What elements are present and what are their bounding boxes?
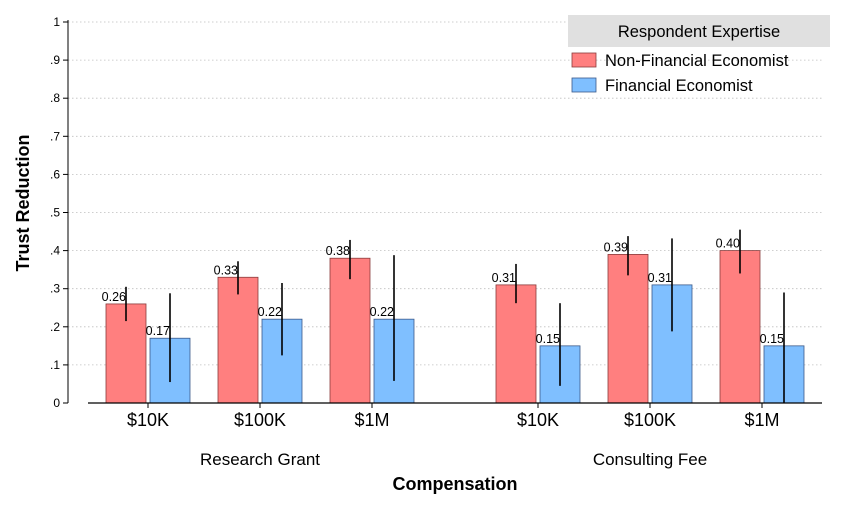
x-axis: $10K $100K $1M Research Grant $10K $100K $1M Co… [88,402,822,469]
y-tick-label: .4 [50,244,60,258]
legend-label-financial: Financial Economist [605,77,753,95]
x-tick-label: $100K [234,410,286,430]
y-axis: 0 .1 .2 .3 .4 .5 .6 .7 .8 .9 1 [50,15,69,410]
x-tick-label: $1M [354,410,389,430]
data-label: 0.31 [648,271,672,285]
group-label: Consulting Fee [593,450,707,469]
y-tick-label: .3 [50,282,60,296]
data-label: 0.31 [492,271,516,285]
data-label: 0.15 [760,332,784,346]
data-labels: 0.26 0.17 0.33 0.22 0.38 0.22 0.31 0.15 0.39 0.31… [102,237,784,346]
legend-swatch-financial [571,77,597,93]
x-tick-label: $10K [127,410,169,430]
data-label: 0.40 [716,237,740,251]
legend-title: Respondent Expertise [618,23,780,41]
data-label: 0.38 [326,244,350,258]
group-label: Research Grant [200,450,320,469]
data-label: 0.17 [146,324,170,338]
x-tick-label: $10K [517,410,559,430]
legend: Respondent Expertise Non-Financial Econo… [568,15,830,95]
y-tick-label: .5 [50,206,60,220]
y-tick-label: .6 [50,167,60,181]
bar-non-financial [217,276,259,404]
x-tick-label: $1M [744,410,779,430]
legend-swatch-non-financial [571,52,597,68]
data-label: 0.22 [370,305,394,319]
data-label: 0.22 [258,305,282,319]
y-tick-label: .9 [50,53,60,67]
bar-non-financial [495,284,537,404]
grid-lines [68,21,822,366]
bar-non-financial [719,250,761,404]
bars [105,250,805,404]
legend-title-background [568,15,830,47]
y-tick-label: .1 [50,358,60,372]
data-label: 0.39 [604,240,628,254]
bar-non-financial [329,257,371,404]
data-label: 0.33 [214,263,238,277]
y-axis-title: Trust Reduction [13,134,33,271]
y-tick-label: .2 [50,320,60,334]
data-label: 0.26 [102,290,126,304]
y-tick-label: .8 [50,91,60,105]
y-tick-label: 0 [53,396,60,410]
y-tick-label: .7 [50,129,60,143]
x-axis-title: Compensation [392,474,517,494]
y-tick-label: 1 [53,15,60,29]
data-label: 0.15 [536,332,560,346]
x-tick-label: $100K [624,410,676,430]
error-bars [125,229,785,403]
bar-non-financial [607,254,649,404]
legend-label-non-financial: Non-Financial Economist [605,52,789,70]
